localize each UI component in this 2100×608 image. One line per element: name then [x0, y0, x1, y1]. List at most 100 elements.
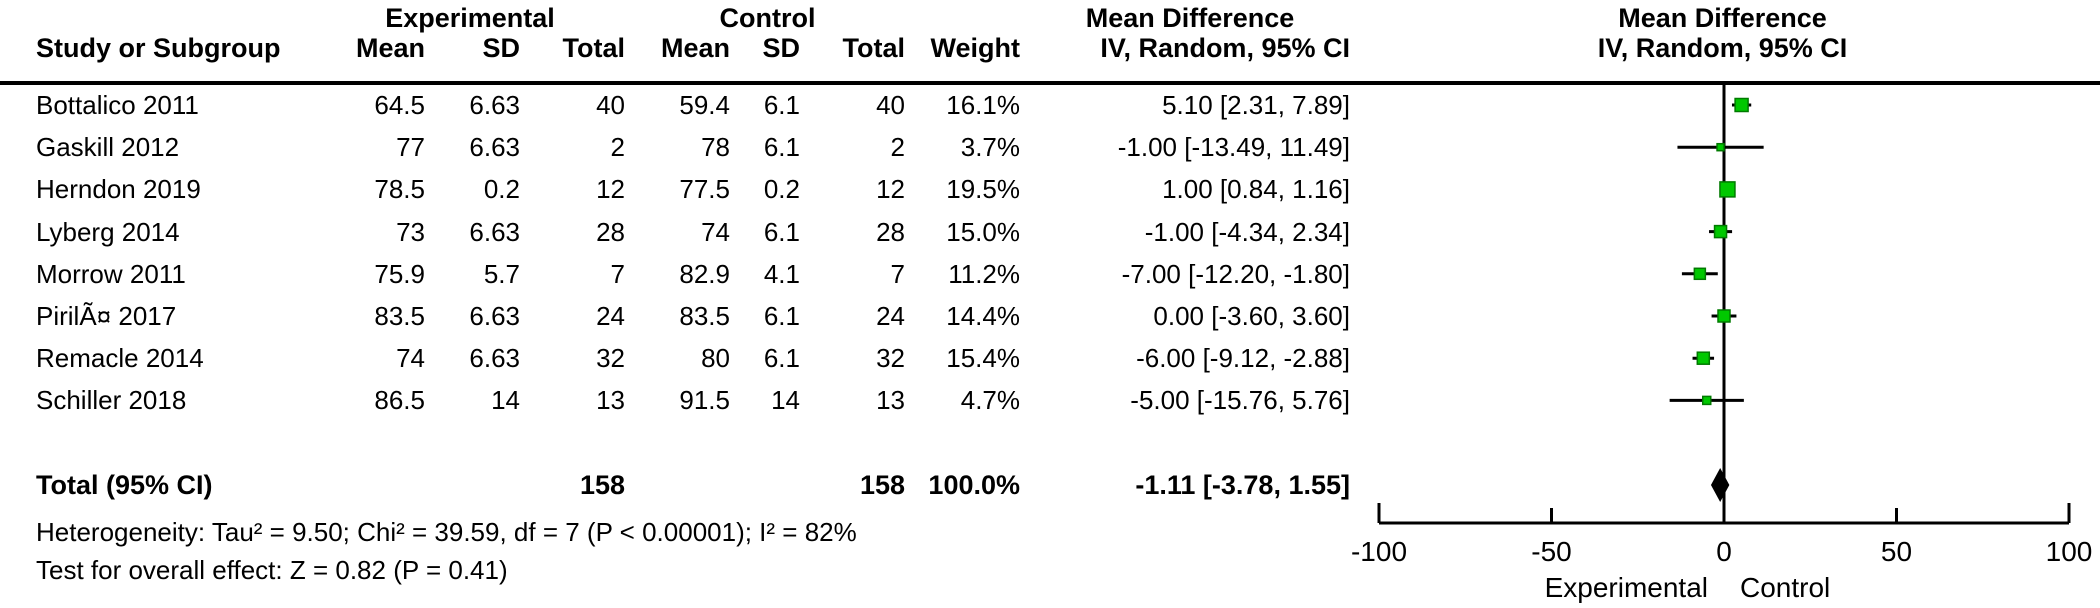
- col-header-ctl-sd: SD: [762, 33, 800, 63]
- study-marker: [1713, 224, 1728, 239]
- table-row-weight: 16.1%: [946, 90, 1020, 120]
- group-header-experimental: Experimental: [385, 3, 555, 33]
- study-marker: [1734, 97, 1749, 113]
- total-row-ctl-total: 158: [859, 470, 905, 500]
- x-axis-tick-label: -50: [1531, 536, 1571, 567]
- table-row-exp_mean: 73: [396, 216, 425, 247]
- table-row-exp_total: 2: [610, 132, 625, 163]
- table-row-study: Remacle 2014: [36, 343, 204, 374]
- table-row-weight: 15.4%: [946, 343, 1020, 374]
- col-header-weight: Weight: [930, 33, 1021, 63]
- table-row-ctl_mean: 77.5: [679, 174, 730, 205]
- table-row-exp_sd: 6.63: [469, 132, 520, 163]
- table-row-ctl_sd: 6.1: [763, 90, 800, 120]
- table-row-exp_total: 24: [596, 301, 625, 331]
- table-row-ctl_mean: 59.4: [679, 90, 730, 120]
- table-row-study: Morrow 2011: [36, 258, 186, 289]
- x-axis-tick-label: -100: [1351, 536, 1407, 567]
- table-row-study: PirilÃ¤ 2017: [36, 301, 177, 331]
- heterogeneity-stats: Heterogeneity: Tau² = 9.50; Chi² = 39.59…: [36, 517, 857, 547]
- col-header-exp-sd: SD: [482, 33, 520, 63]
- table-row-ctl_total: 2: [890, 132, 905, 163]
- table-row-study: Lyberg 2014: [36, 216, 180, 247]
- table-row-exp_sd: 6.63: [469, 216, 520, 247]
- table-row-study: Bottalico 2011: [36, 90, 199, 120]
- study-marker: [1719, 181, 1736, 198]
- table-row-ctl_sd: 6.1: [763, 343, 800, 374]
- table-row-ci: -1.00 [-4.34, 2.34]: [1144, 216, 1350, 247]
- table-row-exp_total: 12: [596, 174, 625, 205]
- table-row-ctl_sd: 6.1: [763, 132, 800, 163]
- table-row-ctl_mean: 82.9: [679, 258, 730, 289]
- table-row-exp_mean: 74: [396, 343, 425, 374]
- plot-subtitle: IV, Random, 95% CI: [1597, 33, 1848, 63]
- study-marker: [1693, 267, 1707, 281]
- table-row-ci: 0.00 [-3.60, 3.60]: [1153, 301, 1350, 331]
- total-row-weight: 100.0%: [928, 470, 1020, 500]
- study-marker: [1717, 309, 1731, 323]
- table-row-ctl_total: 40: [876, 90, 905, 120]
- table-row-ctl_total: 28: [876, 216, 905, 247]
- table-row-exp_sd: 6.63: [469, 343, 520, 374]
- total-row-exp-total: 158: [579, 470, 625, 500]
- table-row-ctl_total: 13: [876, 385, 905, 416]
- table-row-exp_sd: 0.2: [483, 174, 520, 205]
- total-row-ci: -1.11 [-3.78, 1.55]: [1135, 470, 1350, 500]
- table-row-exp_mean: 86.5: [374, 385, 425, 416]
- table-row-exp_sd: 6.63: [469, 90, 520, 120]
- col-header-study: Study or Subgroup: [36, 33, 281, 63]
- table-row-exp_mean: 83.5: [374, 301, 425, 331]
- col-header-ctl-mean: Mean: [660, 33, 730, 63]
- table-row-ctl_mean: 74: [701, 216, 730, 247]
- table-row-ctl_sd: 6.1: [763, 301, 800, 331]
- axis-caption-control: Control: [1740, 572, 1830, 603]
- table-row-ctl_total: 32: [876, 343, 905, 374]
- group-header-mean-difference: Mean Difference: [1085, 3, 1295, 33]
- table-row-exp_mean: 77: [396, 132, 425, 163]
- forest-plot-graphic: -100 -50 0 50 100 Experimental Control: [1351, 83, 2093, 603]
- table-row-ci: 5.10 [2.31, 7.89]: [1162, 90, 1350, 120]
- table-row-exp_sd: 5.7: [483, 258, 520, 289]
- plot-title: Mean Difference: [1618, 3, 1827, 33]
- study-marker: [1696, 351, 1711, 365]
- table-row-exp_mean: 64.5: [374, 90, 425, 120]
- table-row-exp_mean: 75.9: [374, 258, 425, 289]
- table-row-ctl_mean: 91.5: [679, 385, 730, 416]
- table-row-ctl_sd: 14: [771, 385, 800, 416]
- table-row-ci: -6.00 [-9.12, -2.88]: [1136, 343, 1350, 374]
- col-header-exp-total: Total: [562, 33, 626, 63]
- table-row-ci: 1.00 [0.84, 1.16]: [1162, 174, 1350, 205]
- total-row-label: Total (95% CI): [36, 470, 213, 500]
- table-row-exp_total: 40: [596, 90, 625, 120]
- table-row-ctl_sd: 4.1: [763, 258, 800, 289]
- table-row-weight: 14.4%: [946, 301, 1020, 331]
- table-row-ctl_mean: 83.5: [679, 301, 730, 331]
- table-row-study: Schiller 2018: [36, 385, 187, 416]
- x-axis-tick-label: 0: [1716, 536, 1732, 567]
- table-row-weight: 3.7%: [960, 132, 1020, 163]
- table-row-exp_total: 32: [596, 343, 625, 374]
- table-row-ci: -1.00 [-13.49, 11.49]: [1117, 132, 1350, 163]
- table-row-exp_sd: 6.63: [469, 301, 520, 331]
- table-row-ci: -5.00 [-15.76, 5.76]: [1130, 385, 1350, 416]
- table-row-weight: 4.7%: [960, 385, 1020, 416]
- table-row-ctl_total: 12: [876, 174, 905, 205]
- table-row-ctl_total: 7: [890, 258, 905, 289]
- table-row-weight: 11.2%: [948, 258, 1020, 289]
- table-row-study: Gaskill 2012: [36, 132, 180, 163]
- x-axis-tick-label: 100: [2046, 536, 2093, 567]
- x-axis-tick-label: 50: [1881, 536, 1912, 567]
- table-row-weight: 19.5%: [946, 174, 1020, 205]
- study-marker: [1716, 142, 1725, 152]
- table-row-ctl_total: 24: [876, 301, 905, 331]
- table-row-ctl_sd: 0.2: [763, 174, 800, 205]
- col-header-ctl-total: Total: [842, 33, 906, 63]
- table-row-exp_total: 13: [596, 385, 625, 416]
- table-row-exp_sd: 14: [491, 385, 520, 416]
- axis-caption-experimental: Experimental: [1545, 572, 1708, 603]
- overall-effect-stats: Test for overall effect: Z = 0.82 (P = 0…: [36, 555, 508, 585]
- table-row-exp_total: 7: [610, 258, 625, 289]
- table-row-ctl_sd: 6.1: [763, 216, 800, 247]
- table-row-study: Herndon 2019: [36, 174, 201, 205]
